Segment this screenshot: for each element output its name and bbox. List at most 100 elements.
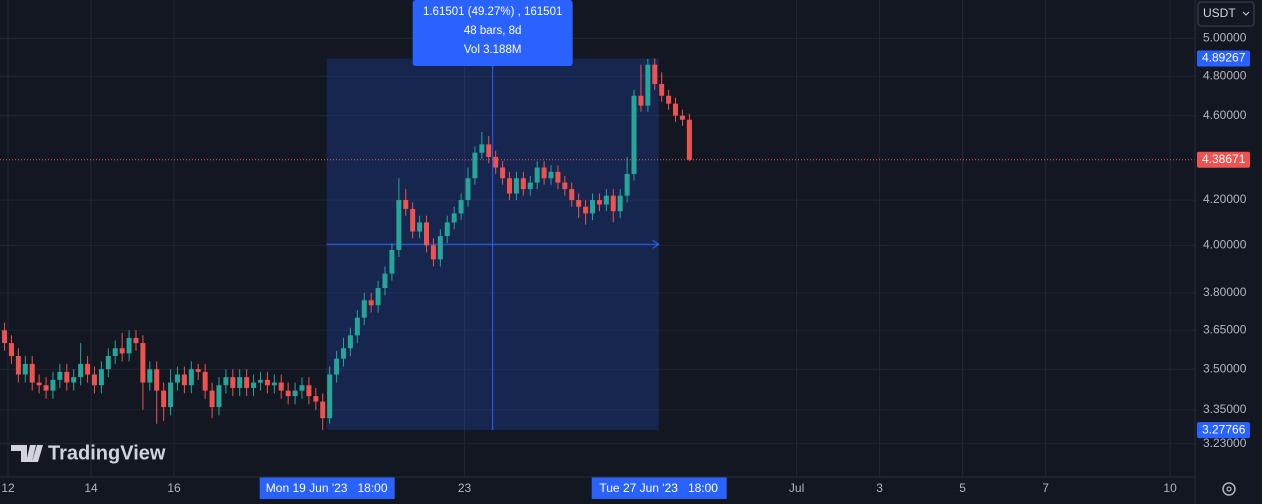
measure-text: 48 bars, 8d [464,25,522,37]
settings-button[interactable] [1222,482,1236,496]
candle-body [617,195,623,212]
candle-body [126,337,132,354]
candle-body [50,379,56,391]
y-tick-label: 3.80000 [1203,285,1247,299]
x-tick-label: 16 [167,481,181,495]
candle-body [91,374,97,386]
candle-body [645,64,651,106]
y-tick-label: 4.80000 [1203,68,1247,82]
candle-body [679,115,685,120]
candle-body [2,330,8,344]
candle-body [119,348,125,354]
candle-body [562,182,568,190]
candle-body [506,178,512,194]
candle-body [410,208,416,232]
candle-body [230,377,236,388]
candle-body [216,385,222,408]
currency-select[interactable]: USDT [1197,1,1255,27]
low-price-label-box [1197,422,1250,439]
candle-body [334,358,340,375]
measure-text: Vol 3.188M [464,44,522,56]
candle-body [596,200,602,205]
candle-body [320,401,326,419]
candle-body [686,119,692,160]
gear-inner [1226,486,1232,492]
candle-body [631,95,637,174]
candle-body [154,369,160,391]
candle-body [493,156,499,168]
candle-body [71,377,77,383]
candle-body [161,390,167,408]
candle-body [57,371,63,380]
candle-body [444,222,450,237]
candle-body [195,369,201,372]
candle-body [486,144,492,157]
candle-body [22,363,28,375]
measure-tool [326,58,660,431]
candle-body [78,363,84,378]
currency-label[interactable]: USDT [1203,6,1236,20]
candle-body [340,348,346,359]
logo-icon [11,445,43,462]
logo-text: TradingView [48,442,166,464]
candle-body [223,377,229,386]
candle-body [29,363,35,383]
candle-body [479,144,485,153]
candle-body [278,382,284,391]
y-tick-label: 4.20000 [1203,192,1247,206]
currency-button[interactable] [1197,1,1255,27]
x-tick-label: 23 [458,481,472,495]
candle-body [313,396,319,402]
candle-body [458,200,464,214]
candle-body [292,390,298,397]
candle-body [527,182,533,190]
candle-body [541,167,547,179]
candle-body [368,300,374,306]
candle-body [666,95,672,104]
candle-body [15,356,21,375]
candle-body [652,64,658,84]
candle-body [624,173,630,196]
candle-body [285,390,291,397]
candle-body [237,377,243,388]
x-tick-label: 3 [876,481,883,495]
x-tick-label: 12 [1,481,15,495]
candle-body [181,374,187,386]
high-price-label-box [1197,50,1250,67]
watermark: TradingView [11,442,166,464]
last-price-label: 4.38671 [1202,152,1246,166]
time-label-box [259,477,395,499]
candle-body [583,206,589,214]
candle-body [306,385,312,397]
candle-body [299,385,305,391]
x-tick-label: 10 [1163,481,1177,495]
candle-body [347,335,353,349]
candle-body [520,178,526,190]
candle-body [472,152,478,179]
candle-body [659,83,665,96]
candle-body [168,382,174,408]
x-tick-label: 5 [959,481,966,495]
candle-body [382,273,388,289]
candle-body [209,390,215,408]
candle-body [85,363,91,375]
candle-body [43,385,49,391]
gear-outer[interactable] [1222,482,1236,496]
candle-body [361,300,367,318]
candle-body [133,337,139,344]
candle-body [251,382,257,388]
candle-body [423,222,429,246]
candle-body [589,200,595,214]
candle-body [188,369,194,386]
candle-body [264,379,270,386]
candle-body [576,200,582,207]
candle-body [105,356,111,370]
candle-body [417,222,423,232]
candle-body [555,171,561,183]
candle-body [244,377,250,388]
y-tick-label: 3.50000 [1203,361,1247,375]
